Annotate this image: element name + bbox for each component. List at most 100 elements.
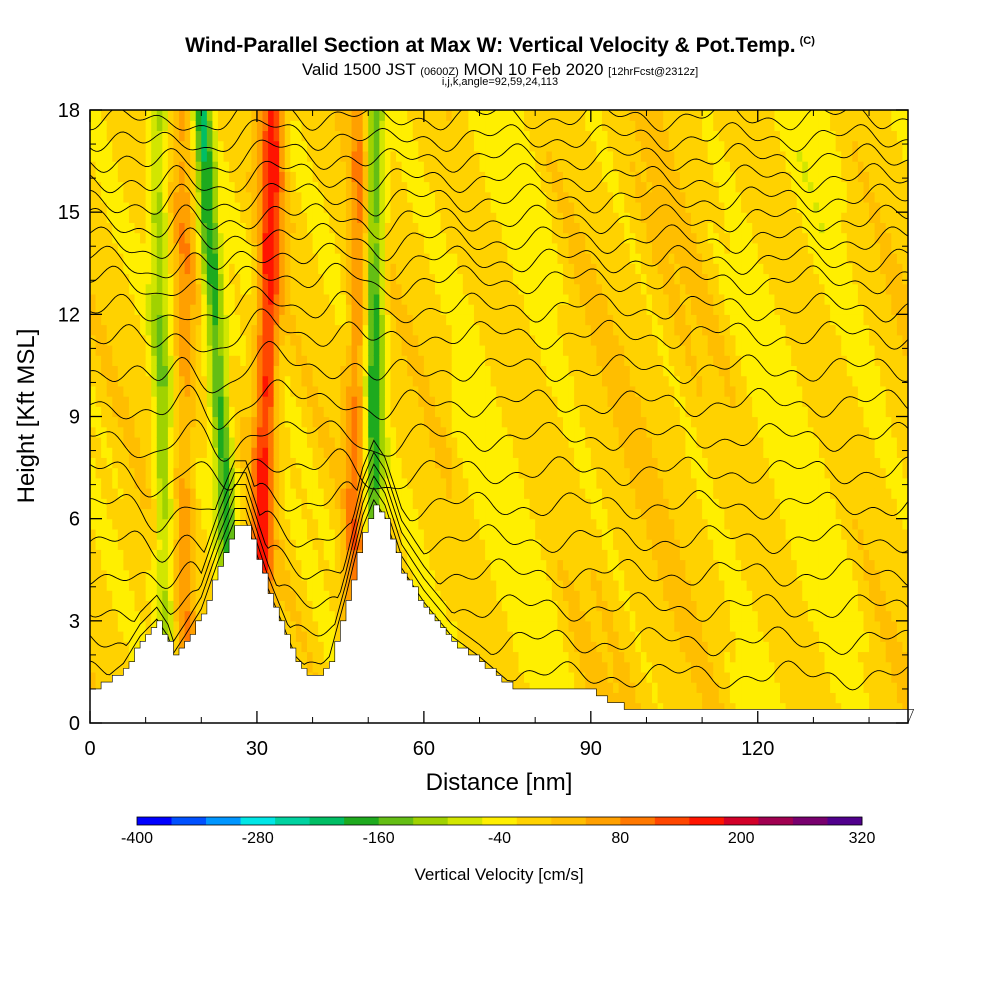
field-cell bbox=[323, 355, 330, 367]
field-cell bbox=[485, 283, 492, 295]
field-cell bbox=[318, 273, 325, 285]
field-cell bbox=[362, 385, 369, 397]
field-cell bbox=[245, 120, 252, 132]
field-cell bbox=[540, 120, 547, 132]
field-cell bbox=[167, 232, 175, 244]
field-cell bbox=[323, 508, 330, 520]
field-cell bbox=[507, 181, 514, 193]
field-cell bbox=[479, 344, 486, 356]
field-cell bbox=[128, 263, 136, 275]
field-cell bbox=[206, 191, 214, 203]
field-cell bbox=[329, 467, 336, 479]
field-cell bbox=[212, 242, 219, 254]
field-cell bbox=[223, 273, 230, 285]
field-cell bbox=[468, 641, 475, 653]
field-cell bbox=[162, 222, 169, 234]
field-cell bbox=[318, 498, 325, 510]
field-cell bbox=[451, 324, 458, 336]
field-cell bbox=[429, 171, 436, 183]
field-cell bbox=[318, 375, 325, 387]
field-cell bbox=[512, 324, 520, 336]
field-cell bbox=[473, 110, 481, 121]
field-cell bbox=[295, 344, 303, 356]
field-cell bbox=[429, 355, 436, 367]
field-cell bbox=[279, 518, 286, 530]
field-cell bbox=[357, 140, 364, 152]
field-cell bbox=[501, 620, 508, 632]
field-cell bbox=[145, 396, 152, 407]
field-cell bbox=[179, 334, 186, 346]
field-cell bbox=[462, 365, 469, 377]
field-cell bbox=[134, 304, 141, 315]
field-cell bbox=[245, 263, 252, 275]
field-cell bbox=[134, 110, 141, 121]
field-cell bbox=[301, 651, 308, 663]
field-cell bbox=[90, 661, 97, 673]
field-cell bbox=[396, 171, 403, 183]
field-cell bbox=[318, 120, 325, 132]
field-cell bbox=[512, 590, 520, 601]
field-cell bbox=[295, 590, 303, 601]
field-cell bbox=[279, 201, 286, 213]
field-cell bbox=[329, 528, 336, 540]
field-cell bbox=[451, 232, 458, 244]
field-cell bbox=[156, 355, 163, 367]
field-cell bbox=[468, 263, 475, 275]
field-cell bbox=[173, 110, 180, 121]
field-cell bbox=[524, 559, 531, 571]
field-cell bbox=[551, 631, 559, 642]
field-cell bbox=[435, 334, 442, 346]
field-cell bbox=[446, 201, 453, 213]
field-cell bbox=[396, 161, 403, 172]
field-cell bbox=[334, 324, 341, 336]
field-cell bbox=[295, 549, 303, 561]
field-cell bbox=[435, 120, 442, 132]
field-cell bbox=[368, 150, 375, 162]
chart-title: Wind-Parallel Section at Max W: Vertical… bbox=[185, 34, 815, 57]
field-cell bbox=[401, 263, 408, 275]
field-cell bbox=[245, 253, 252, 264]
field-cell bbox=[128, 253, 136, 264]
field-cell bbox=[429, 201, 436, 213]
field-cell bbox=[312, 620, 319, 632]
field-cell bbox=[117, 365, 124, 377]
field-cell bbox=[101, 436, 108, 448]
field-cell bbox=[362, 140, 369, 152]
field-cell bbox=[401, 273, 408, 285]
field-cell bbox=[212, 498, 219, 510]
field-cell bbox=[128, 232, 136, 244]
field-cell bbox=[529, 191, 536, 203]
field-cell bbox=[151, 579, 158, 591]
field-cell bbox=[479, 569, 486, 581]
field-cell bbox=[468, 539, 475, 550]
field-cell bbox=[524, 436, 531, 448]
field-cell bbox=[357, 314, 364, 326]
field-cell bbox=[546, 232, 553, 244]
field-cell bbox=[379, 477, 386, 489]
field-cell bbox=[145, 110, 152, 121]
field-cell bbox=[423, 488, 431, 499]
field-cell bbox=[223, 110, 230, 121]
field-cell bbox=[145, 304, 152, 315]
field-cell bbox=[262, 324, 269, 336]
field-cell bbox=[173, 120, 180, 132]
field-cell bbox=[128, 191, 136, 203]
field-cell bbox=[173, 212, 180, 223]
field-cell bbox=[462, 457, 469, 469]
field-cell bbox=[479, 641, 486, 653]
field-cell bbox=[546, 631, 553, 642]
field-cell bbox=[373, 334, 380, 346]
field-cell bbox=[524, 620, 531, 632]
field-cell bbox=[479, 232, 486, 244]
field-cell bbox=[312, 365, 319, 377]
field-cell bbox=[145, 477, 152, 489]
field-cell bbox=[312, 161, 319, 172]
field-cell bbox=[151, 498, 158, 510]
field-cell bbox=[373, 365, 380, 377]
field-cell bbox=[535, 385, 542, 397]
field-cell bbox=[190, 334, 197, 346]
field-cell bbox=[524, 355, 531, 367]
field-cell bbox=[95, 518, 102, 530]
field-cell bbox=[396, 365, 403, 377]
field-cell bbox=[156, 549, 163, 561]
